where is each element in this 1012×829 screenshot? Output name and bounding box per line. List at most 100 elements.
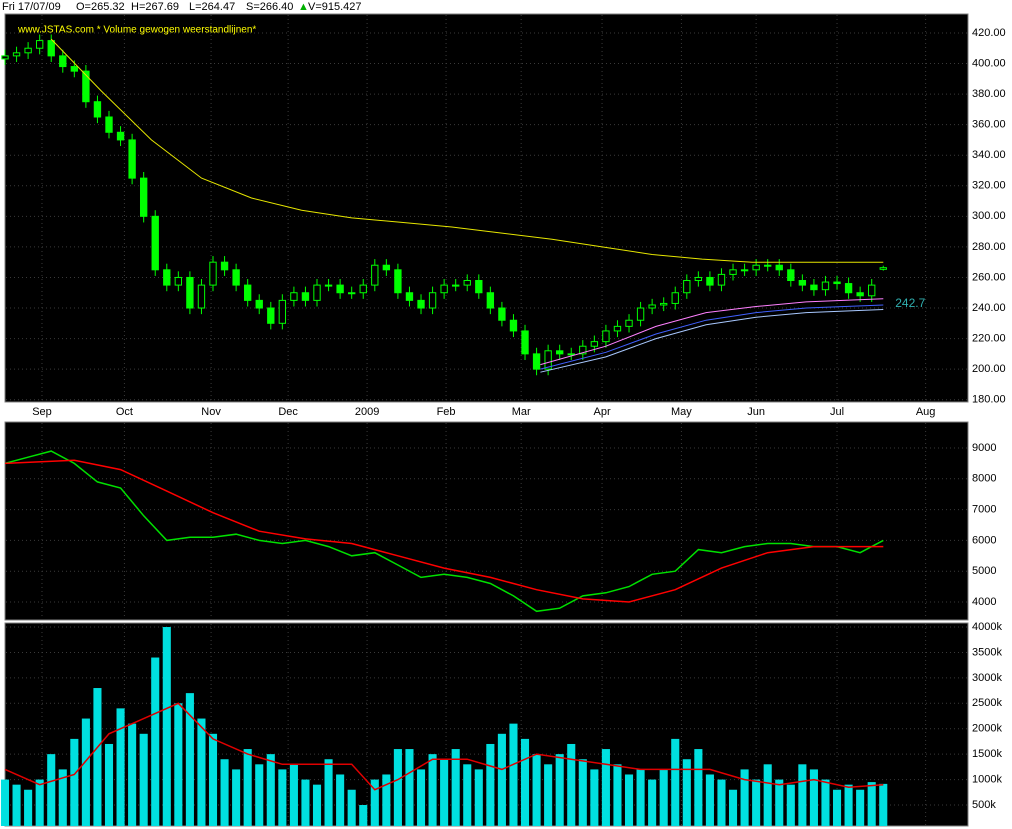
candle-body xyxy=(475,280,483,294)
y-tick-label: 1500k xyxy=(972,748,1002,760)
volume-bar xyxy=(694,749,703,826)
candle-body xyxy=(174,276,183,286)
candle-body xyxy=(116,131,125,141)
volume-bar xyxy=(740,769,749,826)
volume-bar xyxy=(486,743,495,826)
candle-body xyxy=(798,280,807,286)
volume-bar xyxy=(162,627,171,826)
candle-body xyxy=(47,40,55,57)
candle-body xyxy=(752,264,760,271)
volume-bar xyxy=(728,789,738,826)
candle-body xyxy=(764,264,772,267)
volume-bar xyxy=(474,769,483,826)
volume-bar xyxy=(0,779,10,826)
candle-body xyxy=(509,319,518,332)
candle-body xyxy=(729,269,737,275)
candle-body xyxy=(255,299,263,309)
candle-body xyxy=(625,319,633,327)
candle-body xyxy=(567,353,575,356)
header-date: Fri 17/07/09 xyxy=(2,1,61,13)
candle-body xyxy=(417,299,425,309)
y-tick-label: 240.00 xyxy=(972,302,1006,314)
candle-body xyxy=(82,70,90,103)
volume-bar xyxy=(809,769,818,826)
volume-bar xyxy=(232,769,241,826)
volume-bar xyxy=(879,783,888,826)
volume-bar xyxy=(705,774,714,826)
candle-body xyxy=(486,292,495,309)
volume-bar xyxy=(463,764,472,826)
volume-bar xyxy=(174,703,183,826)
candle-body xyxy=(232,269,240,286)
candle-body xyxy=(359,284,367,294)
volume-bar xyxy=(832,789,842,826)
y-tick-label: 4000 xyxy=(972,596,996,608)
x-tick-label: May xyxy=(671,406,692,418)
y-tick-label: 320.00 xyxy=(972,180,1006,192)
y-tick-label: 9000 xyxy=(972,442,996,454)
x-tick-label: Sep xyxy=(32,406,52,418)
y-tick-label: 180.00 xyxy=(972,394,1006,406)
volume-bar xyxy=(70,738,79,826)
candle-body xyxy=(521,330,529,355)
volume-bar xyxy=(289,764,298,826)
volume-bar xyxy=(370,779,379,826)
candle-body xyxy=(336,284,344,294)
y-tick-label: 340.00 xyxy=(972,149,1006,161)
volume-bar xyxy=(128,723,137,826)
volume-bar xyxy=(821,779,830,826)
volume-bar xyxy=(497,733,506,826)
candle-body xyxy=(544,350,552,370)
volume-bar xyxy=(220,759,229,826)
candle-body xyxy=(717,273,726,286)
y-tick-label: 2000k xyxy=(972,723,1002,735)
volume-bar xyxy=(12,784,21,826)
x-tick-label: Oct xyxy=(116,406,133,418)
y-tick-label: 400.00 xyxy=(972,57,1006,69)
y-tick-label: 8000 xyxy=(972,473,996,485)
volume-bar xyxy=(324,759,333,826)
candle-body xyxy=(648,304,656,309)
indicator-line xyxy=(4,459,884,603)
candle-body xyxy=(186,276,194,309)
volume-bar xyxy=(312,784,322,826)
volume-bar xyxy=(613,764,622,826)
volume-bar xyxy=(671,738,680,826)
indicator-line xyxy=(4,702,884,791)
y-tick-label: 220.00 xyxy=(972,332,1006,344)
header-volume: V=915.427 xyxy=(308,1,362,13)
volume-bar xyxy=(347,789,356,826)
volume-bar xyxy=(717,779,726,826)
candle-body xyxy=(879,267,887,270)
volume-bar xyxy=(416,769,426,826)
candle-body xyxy=(671,292,679,304)
candle-body xyxy=(105,116,113,133)
volume-bar xyxy=(139,733,148,826)
candle-body xyxy=(660,302,668,306)
volume-bar xyxy=(648,779,657,826)
y-tick-label: 280.00 xyxy=(972,241,1006,253)
volume-bar xyxy=(578,759,587,826)
volume-bar xyxy=(844,784,853,826)
candle-body xyxy=(24,47,32,54)
volume-bar xyxy=(763,764,772,826)
header-low: L=264.47 xyxy=(189,1,235,13)
volume-bar xyxy=(393,749,402,826)
candle-body xyxy=(1,55,9,60)
candle-body xyxy=(833,281,841,285)
volume-bar xyxy=(151,657,160,826)
candle-body xyxy=(463,280,471,286)
candle-body xyxy=(810,284,818,291)
volume-bar xyxy=(428,754,437,826)
volume-bar xyxy=(798,764,807,826)
y-tick-label: 380.00 xyxy=(972,88,1006,100)
y-tick-label: 260.00 xyxy=(972,271,1006,283)
volume-bar xyxy=(624,774,634,826)
volume-bar xyxy=(509,723,518,826)
volume-bar xyxy=(197,718,206,826)
subtitle: www.JSTAS.com * Volume gewogen weerstand… xyxy=(17,25,256,36)
x-tick-label: Apr xyxy=(593,406,610,418)
candle-body xyxy=(428,292,437,309)
y-tick-label: 6000 xyxy=(972,534,996,546)
